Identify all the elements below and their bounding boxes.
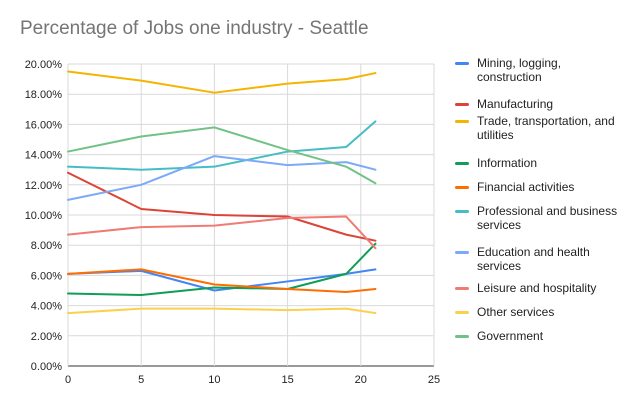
legend-swatch <box>455 311 469 314</box>
series-line <box>67 242 377 297</box>
legend-item: Mining, logging, construction <box>455 56 627 84</box>
legend-swatch <box>455 103 469 106</box>
chart-title: Percentage of Jobs one industry - Seattl… <box>20 18 369 39</box>
y-tick-label: 18.00% <box>25 89 63 101</box>
legend-swatch <box>455 287 469 290</box>
legend-swatch <box>455 62 469 65</box>
legend-item: Information <box>455 156 627 170</box>
y-tick-label: 8.00% <box>31 240 62 252</box>
legend-label: Manufacturing <box>477 97 554 111</box>
series-line <box>67 126 377 185</box>
series-line <box>67 171 377 242</box>
legend-swatch <box>455 210 469 213</box>
y-tick-label: 14.00% <box>25 150 63 162</box>
legend-item: Other services <box>455 305 627 319</box>
legend-item: Financial activities <box>455 180 627 194</box>
legend-label: Other services <box>477 305 555 319</box>
legend-label: Professional and business services <box>477 204 618 232</box>
legend-swatch <box>455 162 469 165</box>
y-tick-label: 10.00% <box>25 210 63 222</box>
legend-label: Government <box>477 329 544 343</box>
series-line <box>67 307 377 315</box>
y-tick-label: 0.00% <box>31 361 62 373</box>
x-tick-label: 20 <box>355 374 367 386</box>
x-tick-label: 25 <box>428 374 440 386</box>
x-tick-label: 15 <box>281 374 293 386</box>
x-tick-label: 10 <box>208 374 220 386</box>
series-line <box>67 268 377 294</box>
legend-swatch <box>455 251 469 254</box>
x-tick-label: 5 <box>138 374 144 386</box>
legend-item: Manufacturing <box>455 97 627 111</box>
y-tick-label: 6.00% <box>31 270 62 282</box>
legend-swatch <box>455 335 469 338</box>
legend-label: Information <box>477 156 538 170</box>
legend-swatch <box>455 186 469 189</box>
legend-item: Leisure and hospitality <box>455 281 627 295</box>
legend-swatch <box>455 120 469 123</box>
legend-label: Leisure and hospitality <box>477 281 597 295</box>
legend-item: Education and health services <box>455 245 627 273</box>
legend-item: Trade, transportation, and utilities <box>455 114 627 142</box>
y-tick-label: 4.00% <box>31 301 62 313</box>
y-tick-label: 20.00% <box>25 59 63 71</box>
y-tick-label: 12.00% <box>25 180 63 192</box>
series-line <box>67 70 377 94</box>
legend-label: Mining, logging, construction <box>477 56 562 84</box>
y-tick-label: 2.00% <box>31 331 62 343</box>
series-line <box>67 215 377 250</box>
series-line <box>67 155 377 201</box>
legend-item: Government <box>455 329 627 343</box>
legend-label: Financial activities <box>477 180 575 194</box>
y-tick-label: 16.00% <box>25 119 63 131</box>
x-tick-label: 0 <box>65 374 71 386</box>
legend-label: Education and health services <box>477 245 590 273</box>
legend-item: Professional and business services <box>455 204 627 232</box>
legend-label: Trade, transportation, and utilities <box>477 114 615 142</box>
series-line <box>67 120 377 171</box>
